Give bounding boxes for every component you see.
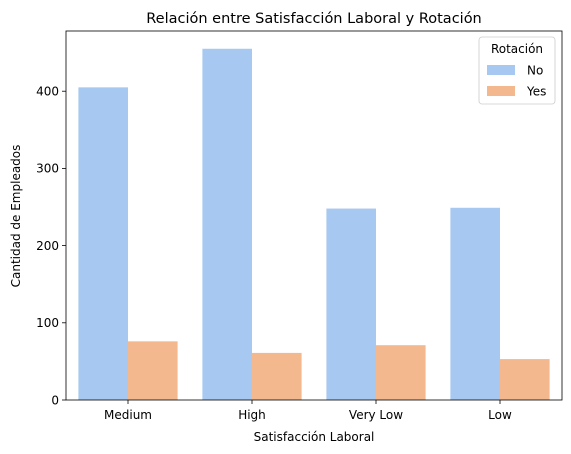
bar-no-medium <box>78 87 128 401</box>
legend-label-yes: Yes <box>526 85 546 99</box>
x-tick-label: High <box>238 408 266 422</box>
x-tick-label: Very Low <box>349 408 403 422</box>
y-axis-label: Cantidad de Empleados <box>9 145 23 288</box>
y-tick-label: 200 <box>36 239 59 253</box>
legend-items: No Yes <box>487 64 546 99</box>
legend-title: Rotación <box>491 42 543 56</box>
y-axis: 0 100 200 300 400 <box>36 85 66 407</box>
x-axis-label: Satisfacción Laboral <box>254 430 375 444</box>
legend: Rotación No Yes <box>478 36 556 105</box>
legend-label-no: No <box>527 64 543 78</box>
bar-yes-very-low <box>376 345 426 400</box>
y-tick-label: 300 <box>36 162 59 176</box>
x-axis: Medium High Very Low Low <box>104 400 512 422</box>
y-tick-label: 400 <box>36 85 59 99</box>
legend-swatch-no <box>487 65 515 75</box>
plot-frame <box>65 30 563 401</box>
bars-group <box>78 48 550 401</box>
x-tick-label: Low <box>488 408 512 422</box>
bar-no-high <box>202 48 252 401</box>
legend-swatch-yes <box>487 86 515 96</box>
x-tick-label: Medium <box>104 408 152 422</box>
bar-no-very-low <box>326 208 376 400</box>
bar-yes-medium <box>128 341 178 400</box>
bar-yes-high <box>252 352 302 400</box>
y-tick-label: 100 <box>36 316 59 330</box>
chart-title: Relación entre Satisfacción Laboral y Ro… <box>146 11 482 27</box>
bar-yes-low <box>500 359 550 400</box>
y-tick-label: 0 <box>51 393 59 407</box>
bar-no-low <box>450 207 500 400</box>
